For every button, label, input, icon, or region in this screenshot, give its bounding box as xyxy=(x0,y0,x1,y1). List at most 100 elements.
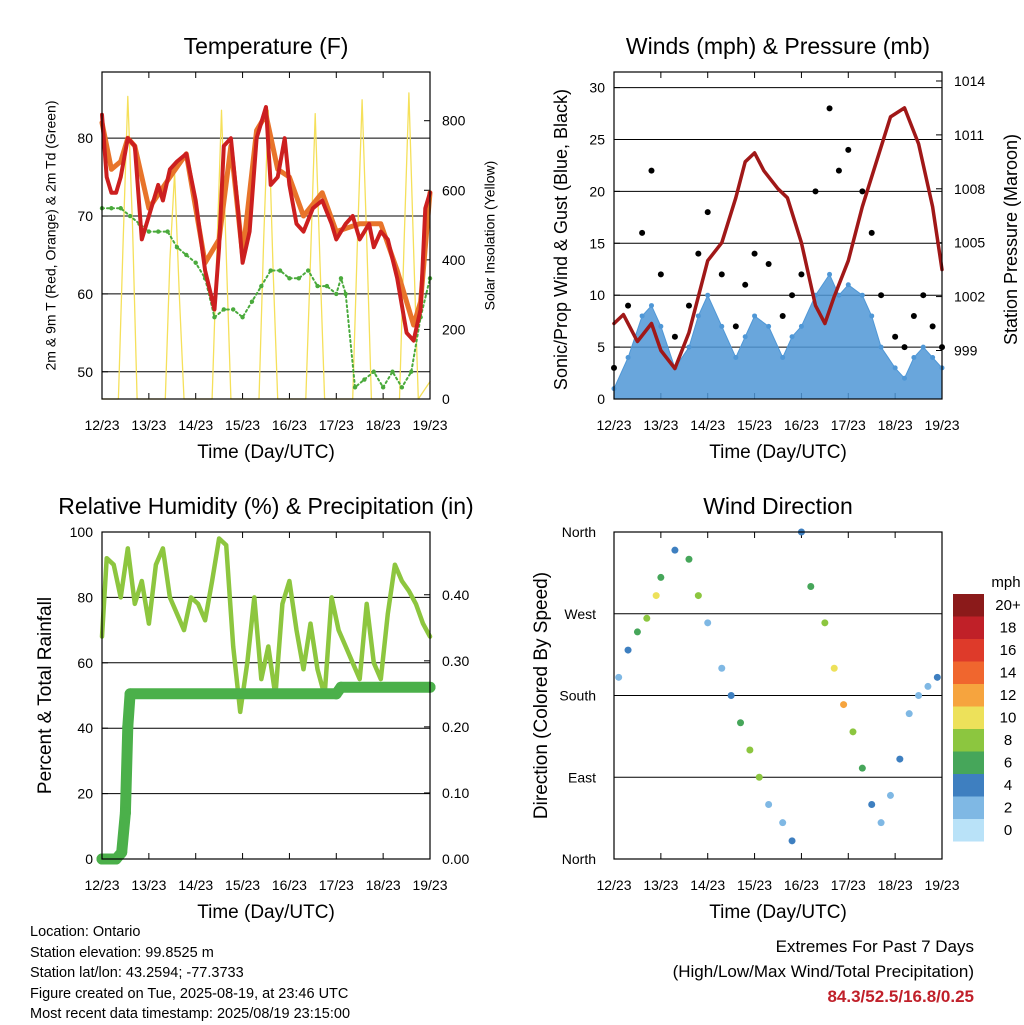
humidity-xlabel: Time (Day/UTC) xyxy=(197,902,335,923)
wind-gust-point xyxy=(878,292,885,299)
direction-xlabel: Time (Day/UTC) xyxy=(709,902,847,923)
direction-point xyxy=(924,682,932,690)
temperature-xtick-label: 12/23 xyxy=(84,417,119,433)
precip-point xyxy=(335,681,347,693)
colorbar-label: 4 xyxy=(1004,777,1012,794)
colorbar-label: 0 xyxy=(1004,822,1012,839)
temperature-xtick-label: 15/23 xyxy=(225,417,260,433)
colorbar-swatch xyxy=(953,796,984,819)
direction-point xyxy=(905,710,913,718)
direction-point xyxy=(643,614,651,622)
humidity-xtick-label: 13/23 xyxy=(131,877,166,893)
wind-speed-point xyxy=(639,313,645,319)
winds-xtick-label: 17/23 xyxy=(831,417,866,433)
winds-xtick-label: 19/23 xyxy=(924,417,959,433)
wind-speed-point xyxy=(766,323,772,329)
direction-xtick-label: 15/23 xyxy=(737,877,772,893)
wind-speed-point xyxy=(658,323,664,329)
winds-xtick-label: 15/23 xyxy=(737,417,772,433)
direction-point xyxy=(858,764,866,772)
temperature-y2tick-label: 400 xyxy=(442,252,466,268)
winds-ytick-label: 15 xyxy=(589,235,605,251)
winds-y2tick-label: 1008 xyxy=(954,181,985,197)
winds-frame xyxy=(613,71,943,400)
extremes-values: 84.3/52.5/16.8/0.25 xyxy=(827,987,974,1006)
temperature-ytick-label: 50 xyxy=(77,364,93,380)
direction-point xyxy=(830,664,838,672)
temperature-y2tick-label: 200 xyxy=(442,321,466,337)
humidity-ylabel: Percent & Total Rainfall xyxy=(35,597,56,794)
direction-point xyxy=(755,773,763,781)
colorbar-swatch xyxy=(953,661,984,684)
direction-xtick-label: 13/23 xyxy=(643,877,678,893)
winds-ytick-label: 10 xyxy=(589,287,605,303)
temperature-ytick-label: 80 xyxy=(77,130,93,146)
direction-point xyxy=(685,555,693,563)
wind-speed-point xyxy=(733,354,739,360)
wind-gust-point xyxy=(657,271,664,278)
wind-gust-point xyxy=(920,292,927,299)
winds-xtick-label: 13/23 xyxy=(643,417,678,433)
direction-xtick-label: 14/23 xyxy=(690,877,725,893)
direction-title: Wind Direction xyxy=(703,493,853,519)
humidity-xtick-label: 16/23 xyxy=(272,877,307,893)
winds-xtick-label: 16/23 xyxy=(784,417,819,433)
humidity-ytick-label: 100 xyxy=(70,524,94,540)
wind-gust-point xyxy=(901,344,908,351)
temperature-xtick-label: 18/23 xyxy=(366,417,401,433)
humidity-xtick-label: 15/23 xyxy=(225,877,260,893)
direction-point xyxy=(877,819,885,827)
temperature-ytick-label: 70 xyxy=(77,208,93,224)
wind-speed-point xyxy=(705,292,711,298)
temperature-y2label: Solar Insolation (Yellow) xyxy=(482,161,498,311)
direction-point xyxy=(704,619,712,627)
colorbar-label: 6 xyxy=(1004,755,1012,772)
extremes-box: Extremes For Past 7 Days (High/Low/Max W… xyxy=(673,934,974,1009)
wind-gust-point xyxy=(892,333,899,340)
humidity-title: Relative Humidity (%) & Precipitation (i… xyxy=(58,493,473,519)
colorbar-label: 8 xyxy=(1004,732,1012,749)
temperature-xtick-label: 14/23 xyxy=(178,417,213,433)
humidity-xtick-label: 17/23 xyxy=(319,877,354,893)
temperature-xtick-label: 13/23 xyxy=(131,417,166,433)
winds-xtick-label: 18/23 xyxy=(878,417,913,433)
direction-ytick-label: North xyxy=(562,851,596,867)
wind-speed-point xyxy=(827,271,833,277)
direction-point xyxy=(868,801,876,808)
temperature-title: Temperature (F) xyxy=(184,33,349,59)
temp-2m-line xyxy=(100,105,432,343)
direction-point xyxy=(765,801,773,808)
temperature-xtick-label: 17/23 xyxy=(319,417,354,433)
direction-point xyxy=(807,583,815,590)
wind-gust-point xyxy=(751,250,758,257)
wind-gust-point xyxy=(826,105,833,112)
winds-y2tick-label: 1014 xyxy=(954,73,985,89)
colorbar-swatch xyxy=(953,706,984,729)
humidity-ytick-label: 80 xyxy=(77,589,93,605)
humidity-y2tick-label: 0.10 xyxy=(442,785,469,801)
winds-ylabel: Sonic/Prop Wind & Gust (Blue, Black) xyxy=(551,89,571,390)
direction-ytick-label: West xyxy=(564,606,596,622)
winds-y2tick-label: 1005 xyxy=(954,235,985,251)
wind-gust-point xyxy=(845,146,852,153)
temperature-xtick-label: 19/23 xyxy=(412,417,447,433)
colorbar-label: 10 xyxy=(1000,710,1017,727)
direction-frame xyxy=(613,531,943,860)
humidity-y2tick-label: 0.30 xyxy=(442,653,469,669)
direction-point xyxy=(746,746,754,754)
wind-speed-point xyxy=(911,354,917,360)
wind-gust-point xyxy=(742,281,749,288)
humidity-ytick-label: 60 xyxy=(77,655,93,671)
colorbar-label: 20+ xyxy=(995,597,1021,614)
direction-point xyxy=(624,646,632,654)
wind-speed-point xyxy=(695,313,701,319)
wind-speed-point xyxy=(798,323,804,329)
colorbar-label: 14 xyxy=(1000,665,1017,682)
wind-speed-point xyxy=(920,344,926,350)
wind-speed-point xyxy=(742,334,748,340)
direction-point xyxy=(718,664,726,672)
figure-created: Figure created on Tue, 2025-08-19, at 23… xyxy=(30,985,349,1002)
direction-point xyxy=(652,592,660,600)
wind-gust-point xyxy=(835,167,842,174)
wind-gust-point xyxy=(671,333,678,340)
